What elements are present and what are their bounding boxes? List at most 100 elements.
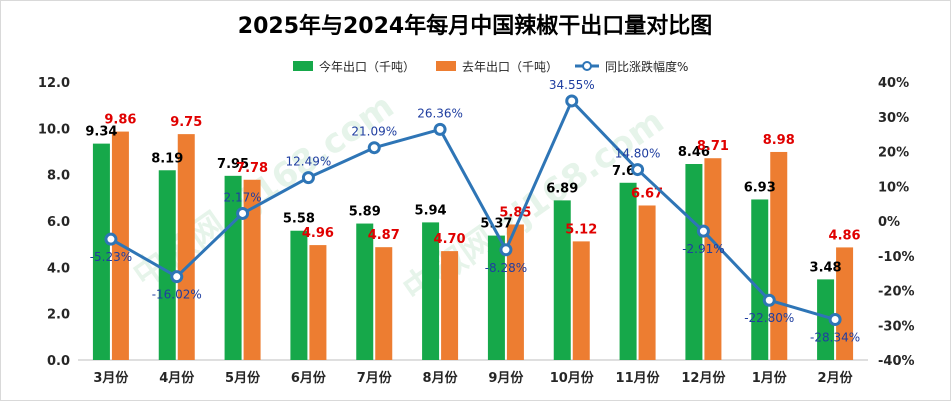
y-left-tick-label: 2.0 bbox=[47, 308, 70, 323]
y-left-tick-label: 4.0 bbox=[47, 261, 70, 276]
x-tick-label: 4月份 bbox=[159, 370, 195, 386]
x-tick-label: 11月份 bbox=[616, 370, 661, 386]
bar-previous-year bbox=[243, 179, 261, 360]
x-tick-label: 9月份 bbox=[488, 370, 524, 386]
bars bbox=[92, 131, 854, 360]
x-tick-label: 10月份 bbox=[550, 370, 595, 386]
bar-previous-year bbox=[177, 134, 195, 360]
bar-label-current-year: 8.19 bbox=[151, 151, 183, 166]
bar-label-previous-year: 4.96 bbox=[302, 226, 334, 241]
bar-label-current-year: 6.89 bbox=[546, 181, 578, 196]
change-marker bbox=[631, 163, 645, 177]
legend-label: 同比涨跌幅度% bbox=[605, 59, 688, 74]
bar-current-year bbox=[553, 200, 571, 360]
bar-current-year bbox=[158, 170, 176, 360]
change-marker bbox=[433, 122, 447, 136]
change-marker bbox=[499, 243, 513, 257]
bar-current-year bbox=[290, 230, 308, 360]
y-right-tick-label: -10% bbox=[878, 250, 915, 265]
change-label: -2.91% bbox=[682, 242, 724, 256]
change-label: 12.49% bbox=[286, 155, 332, 169]
change-label: -5.23% bbox=[90, 250, 132, 264]
bar-previous-year bbox=[309, 245, 327, 360]
change-marker bbox=[367, 141, 381, 155]
bar-current-year bbox=[487, 235, 505, 360]
bar-label-current-year: 6.93 bbox=[744, 180, 776, 195]
bar-label-previous-year: 4.86 bbox=[829, 228, 861, 243]
bar-label-current-year: 5.89 bbox=[349, 205, 381, 220]
bar-current-year bbox=[685, 164, 703, 360]
bar-label-current-year: 5.94 bbox=[415, 203, 447, 218]
bar-current-year bbox=[92, 143, 110, 360]
change-label: 14.80% bbox=[615, 147, 661, 161]
change-label: 2.17% bbox=[224, 190, 262, 204]
y-right-tick-label: -40% bbox=[878, 354, 915, 369]
bar-label-current-year: 5.58 bbox=[283, 212, 315, 227]
change-line bbox=[110, 99, 836, 321]
y-right-tick-label: 10% bbox=[878, 180, 909, 195]
bar-previous-year bbox=[506, 224, 524, 360]
change-label: -16.02% bbox=[152, 288, 202, 302]
change-label: -22.80% bbox=[744, 311, 794, 325]
bar-previous-year bbox=[836, 247, 854, 360]
legend-marker-swatch bbox=[582, 61, 592, 71]
y-left-tick-label: 10.0 bbox=[38, 122, 70, 137]
bar-label-previous-year: 8.98 bbox=[763, 133, 795, 148]
y-left-tick-label: 0.0 bbox=[47, 354, 70, 369]
y-right-tick-label: 30% bbox=[878, 111, 909, 126]
change-marker bbox=[565, 94, 579, 108]
bar-label-current-year: 9.34 bbox=[85, 125, 117, 140]
y-left-tick-label: 8.0 bbox=[47, 169, 70, 184]
legend: 今年出口（千吨） 去年出口（千吨） 同比涨跌幅度% bbox=[293, 59, 688, 74]
y-right-tick-label: 0% bbox=[878, 215, 900, 230]
change-line-layer bbox=[104, 94, 842, 326]
bar-current-year bbox=[817, 279, 835, 360]
y-right-tick-label: 20% bbox=[878, 146, 909, 161]
bar-previous-year bbox=[770, 151, 788, 360]
bar-label-current-year: 8.46 bbox=[678, 145, 710, 160]
change-label: -8.28% bbox=[485, 261, 527, 275]
bar-previous-year bbox=[638, 205, 656, 360]
change-marker bbox=[696, 224, 710, 238]
change-label: 21.09% bbox=[351, 125, 397, 139]
y-right-tick-label: -30% bbox=[878, 319, 915, 334]
y-left-tick-label: 6.0 bbox=[47, 215, 70, 230]
bar-label-previous-year: 9.86 bbox=[104, 113, 136, 128]
change-labels: -5.23% -16.02% 2.17% 12.49% 21.09% 26.36% -8.2… bbox=[90, 78, 860, 345]
bar-previous-year bbox=[441, 251, 459, 360]
bar-label-previous-year: 5.12 bbox=[565, 222, 597, 237]
change-marker bbox=[762, 293, 776, 307]
y-right-tick-label: -20% bbox=[878, 285, 915, 300]
x-tick-label: 7月份 bbox=[357, 370, 393, 386]
bar-label-previous-year: 8.71 bbox=[697, 139, 729, 154]
x-tick-label: 1月份 bbox=[752, 370, 788, 386]
x-tick-label: 5月份 bbox=[225, 370, 261, 386]
legend-swatch bbox=[293, 61, 313, 71]
legend-label: 去年出口（千吨） bbox=[462, 60, 558, 74]
change-marker bbox=[104, 232, 118, 246]
bar-current-year bbox=[619, 182, 637, 360]
bar-label-current-year: 7.95 bbox=[217, 157, 249, 172]
bar-label-previous-year: 7.78 bbox=[236, 161, 268, 176]
bar-previous-year bbox=[572, 241, 590, 360]
x-tick-label: 3月份 bbox=[93, 370, 129, 386]
x-tick-label: 8月份 bbox=[423, 370, 459, 386]
x-tick-label: 6月份 bbox=[291, 370, 327, 386]
bar-label-current-year: 3.48 bbox=[810, 260, 842, 275]
change-label: 34.55% bbox=[549, 78, 595, 92]
change-marker bbox=[828, 312, 842, 326]
change-marker bbox=[301, 171, 315, 185]
bar-label-previous-year: 5.85 bbox=[499, 205, 531, 220]
bar-label-previous-year: 4.87 bbox=[368, 228, 400, 243]
bar-current-year bbox=[356, 223, 374, 360]
bar-label-previous-year: 6.67 bbox=[631, 186, 663, 201]
x-tick-label: 12月份 bbox=[681, 370, 726, 386]
bar-previous-year bbox=[375, 247, 393, 360]
legend-item: 去年出口（千吨） bbox=[436, 60, 558, 74]
change-label: 26.36% bbox=[417, 106, 463, 120]
bar-current-year bbox=[751, 199, 769, 360]
change-marker bbox=[236, 206, 250, 220]
axes: 0.0 2.0 4.0 6.0 8.0 10.0 12.0 -40% -30% -20% -10% 0… bbox=[38, 76, 915, 386]
legend-swatch bbox=[436, 61, 456, 71]
